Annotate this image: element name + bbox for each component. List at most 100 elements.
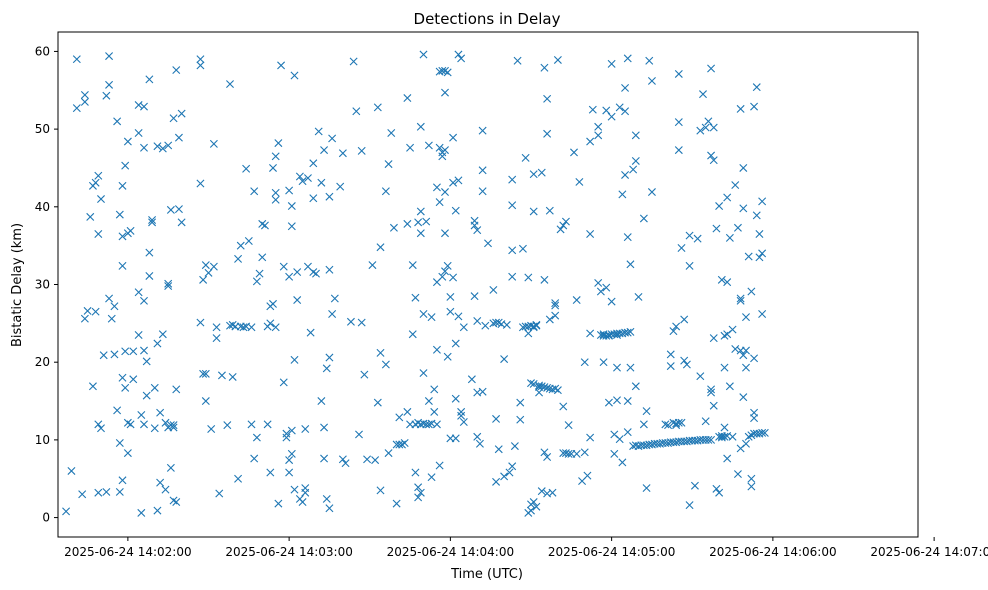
- data-point: [403, 94, 412, 103]
- data-point: [696, 126, 705, 135]
- data-point: [110, 350, 119, 359]
- data-point: [301, 425, 310, 433]
- data-point: [604, 398, 613, 407]
- data-point: [459, 418, 468, 427]
- data-point: [564, 421, 573, 430]
- data-point: [113, 117, 122, 126]
- data-point: [451, 206, 460, 215]
- data-point: [285, 272, 294, 281]
- data-point: [451, 394, 460, 403]
- data-point: [94, 420, 103, 429]
- data-point: [647, 188, 656, 197]
- data-point: [371, 456, 380, 465]
- data-point: [454, 312, 463, 321]
- data-point: [618, 190, 627, 199]
- data-point: [373, 398, 382, 407]
- data-point: [561, 217, 570, 226]
- data-point: [575, 177, 584, 186]
- data-point: [701, 123, 710, 132]
- data-point: [140, 296, 148, 305]
- data-point: [94, 488, 103, 497]
- data-point: [457, 407, 466, 416]
- data-point: [621, 170, 630, 179]
- data-point: [537, 168, 546, 177]
- data-point: [508, 175, 517, 184]
- data-point: [623, 428, 632, 437]
- data-point: [492, 318, 501, 327]
- data-point: [72, 55, 81, 64]
- data-point: [438, 66, 447, 75]
- data-point: [750, 102, 759, 111]
- data-point: [516, 398, 525, 407]
- data-point: [752, 211, 761, 220]
- data-point: [454, 50, 463, 59]
- data-point: [524, 329, 533, 338]
- data-point: [419, 310, 428, 319]
- data-point: [626, 327, 635, 336]
- data-point: [492, 477, 501, 486]
- data-point: [328, 134, 337, 143]
- data-point: [169, 423, 178, 432]
- data-point: [250, 454, 259, 463]
- data-point: [626, 363, 635, 372]
- data-point: [457, 411, 466, 420]
- data-point: [287, 426, 296, 435]
- data-point: [424, 141, 433, 150]
- data-point: [317, 178, 326, 187]
- data-point: [459, 323, 468, 332]
- data-point: [747, 287, 756, 296]
- x-tick-label: 2025-06-24 14:03:00: [225, 545, 352, 559]
- data-point: [148, 216, 157, 225]
- data-point: [435, 143, 444, 152]
- data-point: [545, 206, 554, 215]
- data-point: [209, 139, 218, 148]
- data-point: [631, 131, 640, 140]
- data-point: [623, 233, 632, 242]
- data-point: [158, 144, 167, 153]
- data-point: [381, 360, 390, 369]
- data-point: [282, 433, 291, 442]
- data-point: [287, 222, 296, 231]
- data-point: [715, 202, 724, 211]
- data-point: [298, 177, 307, 186]
- data-point: [484, 239, 492, 248]
- y-axis-label: Bistatic Delay (km): [10, 223, 25, 347]
- data-point: [142, 357, 151, 366]
- data-point: [540, 63, 549, 72]
- data-point: [416, 488, 425, 497]
- data-point: [177, 218, 186, 227]
- data-point: [489, 285, 498, 294]
- data-point: [621, 107, 630, 116]
- data-point: [532, 502, 541, 511]
- data-point: [140, 102, 148, 111]
- data-point: [217, 371, 226, 380]
- data-point: [373, 103, 382, 112]
- data-point: [441, 88, 449, 97]
- data-point: [376, 243, 385, 252]
- data-point: [140, 420, 148, 429]
- data-point: [666, 362, 675, 371]
- data-point: [467, 375, 476, 384]
- data-point: [441, 267, 449, 276]
- data-point: [285, 468, 294, 477]
- data-point: [451, 434, 460, 443]
- data-point: [758, 428, 767, 437]
- data-point: [709, 156, 718, 165]
- data-point: [559, 221, 568, 230]
- data-point: [338, 455, 347, 464]
- data-point: [282, 429, 291, 438]
- data-point: [317, 397, 326, 406]
- data-point: [747, 482, 756, 491]
- data-point: [494, 445, 503, 454]
- data-point: [99, 351, 108, 360]
- data-point: [596, 287, 605, 296]
- data-point: [510, 442, 519, 451]
- data-point: [360, 370, 369, 379]
- data-point: [172, 66, 181, 75]
- data-point: [492, 414, 501, 423]
- data-point: [86, 212, 95, 221]
- y-axis: 0 10 20 30 40 50 60: [35, 44, 58, 525]
- data-point: [642, 407, 651, 416]
- data-point: [209, 262, 218, 271]
